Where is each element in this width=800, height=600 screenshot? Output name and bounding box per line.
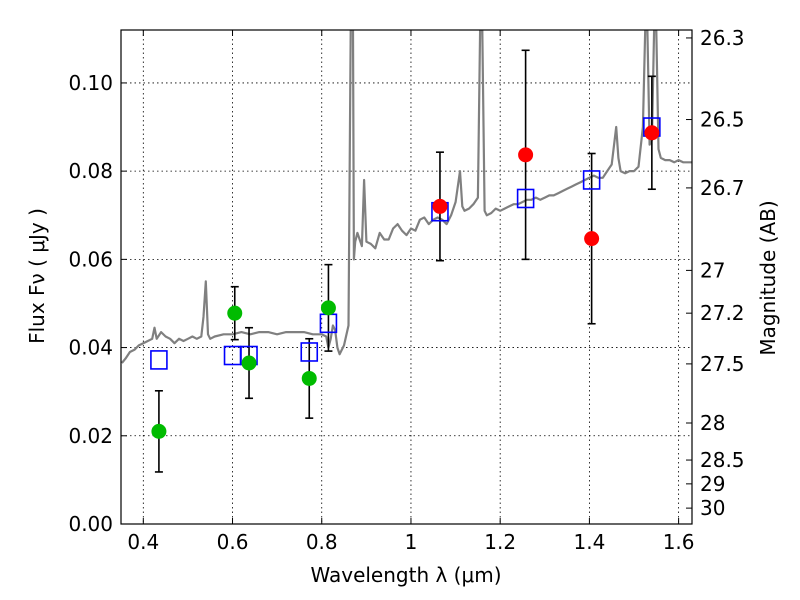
near-ir-observation-point [432,198,448,214]
right-tick-label: 30 [700,496,725,520]
optical-observation-point [301,370,317,386]
optical-observation-point [320,300,336,316]
right-tick-label: 27.5 [700,352,745,376]
optical-observation-point [227,305,243,321]
near-ir-observation-point [644,125,660,141]
model-photometry-square [223,345,242,366]
right-tick-label: 29 [700,472,725,496]
near-ir-observation-point [518,147,534,163]
tick-layer: 0.4 0.6 0.8 1 1.2 1.4 1.6 0.00 0.02 0.04 0.06 0.08 0… [68,26,744,554]
spectrum-layer [121,30,692,364]
x-tick-label: 0.6 [217,530,249,554]
x-tick-label: 1.2 [484,530,516,554]
right-tick-label: 28.5 [700,448,745,472]
model-photometry-square [300,342,319,362]
y-tick-label: 0.08 [68,159,113,183]
right-tick-label: 28 [700,411,725,435]
model-photometry-square [516,188,535,209]
right-tick-label: 26.7 [700,176,745,200]
y-tick-label: 0.04 [68,336,113,360]
x-axis-label: Wavelength λ (μm) [310,563,501,587]
x-tick-label: 1.6 [663,530,695,554]
model-photometry-square [150,350,168,370]
model-spectrum-line [121,30,692,364]
errorbar-layer [154,49,656,473]
right-tick-label: 26.5 [700,108,745,132]
optical-observation-point [241,355,257,371]
y-tick-label: 0.00 [68,512,113,536]
grid [121,30,692,525]
y-tick-label: 0.06 [68,247,113,271]
right-tick-label: 26.3 [700,26,745,50]
plot-frame [120,29,693,525]
y-tick-label: 0.02 [68,424,113,448]
optical-observation-point [151,423,167,439]
right-tick-label: 27.2 [700,301,745,325]
right-axis-label: Magnitude (AB) [756,200,780,355]
model-photometry-square [582,170,601,190]
y-tick-label: 0.10 [68,71,113,95]
x-tick-label: 1.4 [573,530,605,554]
observation-point-layer [151,125,660,439]
right-tick-label: 27 [700,258,725,282]
near-ir-observation-point [584,231,600,247]
x-tick-label: 0.8 [306,530,338,554]
y-axis-label: Flux Fν ( μJy ) [25,208,49,344]
model-square-layer [150,117,661,370]
x-tick-label: 0.4 [127,530,159,554]
x-tick-label: 1 [405,530,418,554]
